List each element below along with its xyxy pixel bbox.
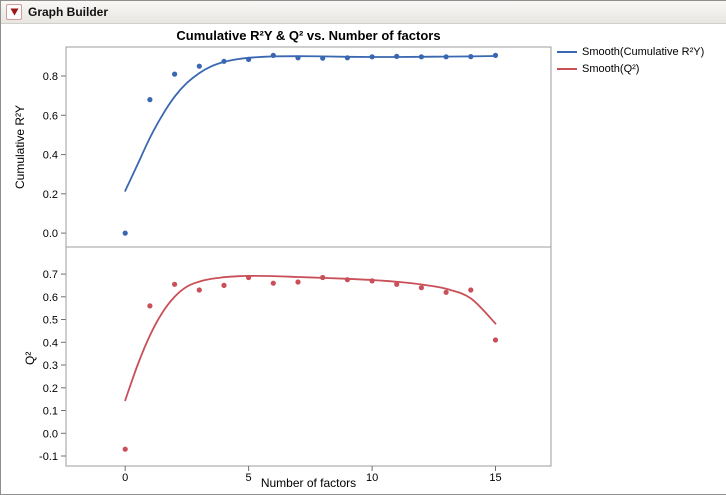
y-tick-label: 0.5 (43, 315, 58, 327)
y-tick-label: 0.2 (43, 383, 58, 395)
data-point[interactable] (295, 279, 301, 285)
window-title-bar[interactable]: Graph Builder (1, 1, 726, 24)
data-point[interactable] (246, 56, 252, 63)
legend: Smooth(Cumulative R²Y) Smooth(Q²) (557, 44, 704, 76)
y-tick-label: 0.6 (43, 110, 58, 122)
data-point[interactable] (320, 55, 326, 61)
y-axis-label-cumulative-r2y: Cumulative R²Y (13, 104, 27, 189)
chart-area: 0.0 0.2 0.4 0.6 0.8 -0.1 0.0 0.1 0.2 0.3 0.4 0.5 0.6… (1, 24, 726, 494)
data-point[interactable] (492, 337, 499, 343)
data-point[interactable] (172, 281, 178, 287)
legend-item[interactable]: Smooth(Q²) (557, 61, 704, 76)
plot-background (66, 47, 551, 466)
data-point[interactable] (270, 280, 276, 286)
legend-item[interactable]: Smooth(Cumulative R²Y) (557, 44, 704, 59)
legend-line-swatch (557, 67, 577, 70)
y-axis-label-q2: Q² (23, 351, 37, 365)
y-tick-label: 0.3 (43, 360, 58, 372)
y-tick-label: 0.2 (43, 189, 58, 201)
data-point[interactable] (344, 55, 350, 61)
x-tick-label: 5 (246, 472, 252, 484)
data-point[interactable] (492, 52, 499, 58)
x-tick-label: 0 (122, 472, 128, 484)
data-point[interactable] (147, 97, 153, 103)
data-point[interactable] (468, 287, 474, 293)
data-point[interactable] (443, 289, 449, 295)
data-point[interactable] (344, 277, 350, 283)
data-point[interactable] (147, 303, 153, 309)
window-title: Graph Builder (28, 5, 109, 19)
y-tick-label: -0.1 (39, 451, 58, 463)
y-tick-label: 0.7 (43, 269, 58, 281)
data-point[interactable] (122, 230, 128, 236)
data-point[interactable] (320, 274, 326, 281)
data-point[interactable] (196, 63, 202, 69)
data-point[interactable] (172, 71, 178, 77)
x-tick-label: 10 (366, 472, 378, 484)
legend-label: Smooth(Cumulative R²Y) (582, 45, 705, 58)
y-tick-label: 0.0 (43, 228, 58, 240)
data-point[interactable] (295, 55, 301, 61)
data-point[interactable] (369, 54, 375, 60)
red-triangle-menu-icon[interactable] (6, 4, 22, 20)
data-point[interactable] (270, 52, 276, 58)
data-point[interactable] (122, 446, 128, 452)
data-point[interactable] (418, 285, 424, 291)
data-point[interactable] (443, 54, 449, 60)
data-point[interactable] (221, 282, 227, 288)
data-point[interactable] (221, 58, 227, 64)
y-tick-label: 0.1 (43, 406, 58, 418)
legend-line-swatch (557, 50, 577, 53)
red-triangle-glyph (10, 8, 18, 16)
plot-frame (65, 46, 552, 467)
y-tick-label: 0.4 (43, 337, 58, 349)
data-point[interactable] (418, 54, 424, 60)
data-point[interactable] (394, 53, 400, 59)
data-point[interactable] (246, 274, 252, 281)
x-axis-label: Number of factors (260, 476, 357, 490)
y-tick-label: 0.0 (43, 428, 58, 440)
x-tick-label: 15 (489, 472, 501, 484)
chart-title: Cumulative R²Y & Q² vs. Number of factor… (176, 28, 441, 43)
chart-canvas[interactable]: 0.0 0.2 0.4 0.6 0.8 -0.1 0.0 0.1 0.2 0.3 0.4 0.5 0.6… (1, 24, 726, 494)
y-tick-label: 0.6 (43, 292, 58, 304)
data-point[interactable] (394, 281, 400, 287)
data-point[interactable] (468, 54, 474, 60)
y-tick-label: 0.4 (43, 150, 58, 162)
y-tick-label: 0.8 (43, 71, 58, 83)
data-point[interactable] (196, 287, 202, 293)
data-point[interactable] (369, 278, 375, 284)
legend-label: Smooth(Q²) (582, 62, 640, 75)
